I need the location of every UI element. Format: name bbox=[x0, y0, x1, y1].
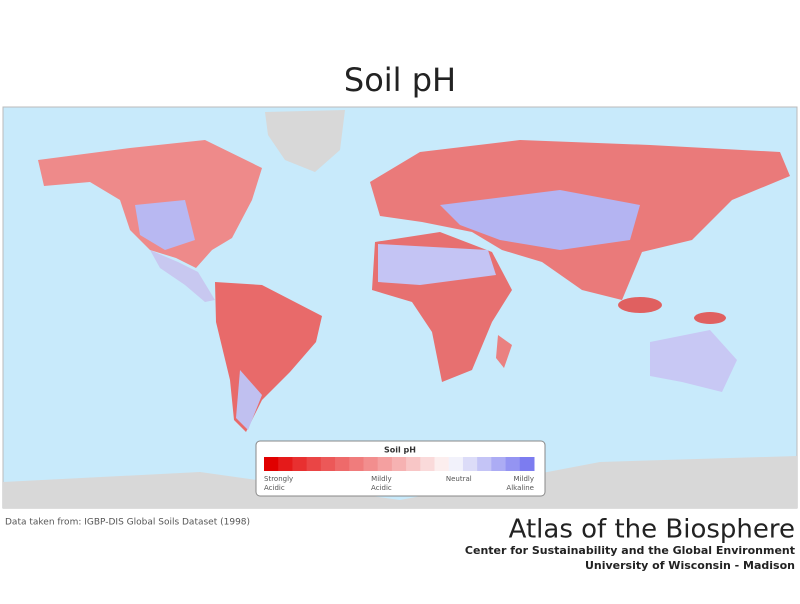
map bbox=[2, 106, 798, 509]
title: Soil pH bbox=[344, 61, 456, 99]
legend-swatch bbox=[320, 457, 336, 471]
legend-title: Soil pH bbox=[384, 446, 416, 455]
patagonia bbox=[236, 370, 262, 430]
us-west bbox=[135, 200, 195, 250]
greenland bbox=[265, 110, 345, 172]
legend-swatch bbox=[491, 457, 507, 471]
central-asia bbox=[440, 190, 640, 250]
legend-label: Alkaline bbox=[506, 484, 534, 492]
australia bbox=[650, 330, 737, 392]
madagascar bbox=[496, 335, 512, 368]
legend-swatch bbox=[292, 457, 308, 471]
central-america bbox=[150, 250, 215, 302]
legend-swatch bbox=[448, 457, 464, 471]
indonesia bbox=[618, 297, 662, 313]
new-guinea bbox=[694, 312, 726, 324]
legend-swatch bbox=[406, 457, 421, 471]
legend-swatch bbox=[349, 457, 364, 471]
org: Center for Sustainability and the Global… bbox=[465, 544, 795, 557]
legend-label: Mildly bbox=[371, 475, 391, 483]
legend-swatch bbox=[377, 457, 393, 471]
legend-swatch bbox=[519, 457, 535, 471]
legend-swatch bbox=[420, 457, 436, 471]
legend-swatch bbox=[264, 457, 279, 471]
legend-swatch bbox=[363, 457, 379, 471]
legend-swatch bbox=[306, 457, 322, 471]
legend-swatch bbox=[278, 457, 293, 471]
antarctica bbox=[3, 456, 797, 508]
source: Data taken from: IGBP-DIS Global Soils D… bbox=[5, 518, 250, 528]
legend: Soil pH StronglyAcidicMildlyAcidicNeutra… bbox=[255, 440, 546, 497]
legend-label: Acidic bbox=[264, 484, 285, 492]
legend-swatch bbox=[477, 457, 492, 471]
legend-swatch bbox=[335, 457, 350, 471]
legend-swatch bbox=[434, 457, 450, 471]
legend-swatch bbox=[391, 457, 407, 471]
legend-label: Neutral bbox=[446, 475, 472, 483]
legend-label: Strongly bbox=[264, 475, 293, 483]
university: University of Wisconsin - Madison bbox=[585, 559, 795, 572]
brand: Atlas of the Biosphere bbox=[509, 515, 795, 545]
legend-swatches bbox=[264, 457, 535, 471]
legend-swatch bbox=[462, 457, 478, 471]
legend-label: Acidic bbox=[371, 484, 392, 492]
legend-swatch bbox=[505, 457, 521, 471]
sahara bbox=[378, 244, 496, 285]
legend-label: Mildly bbox=[514, 475, 534, 483]
